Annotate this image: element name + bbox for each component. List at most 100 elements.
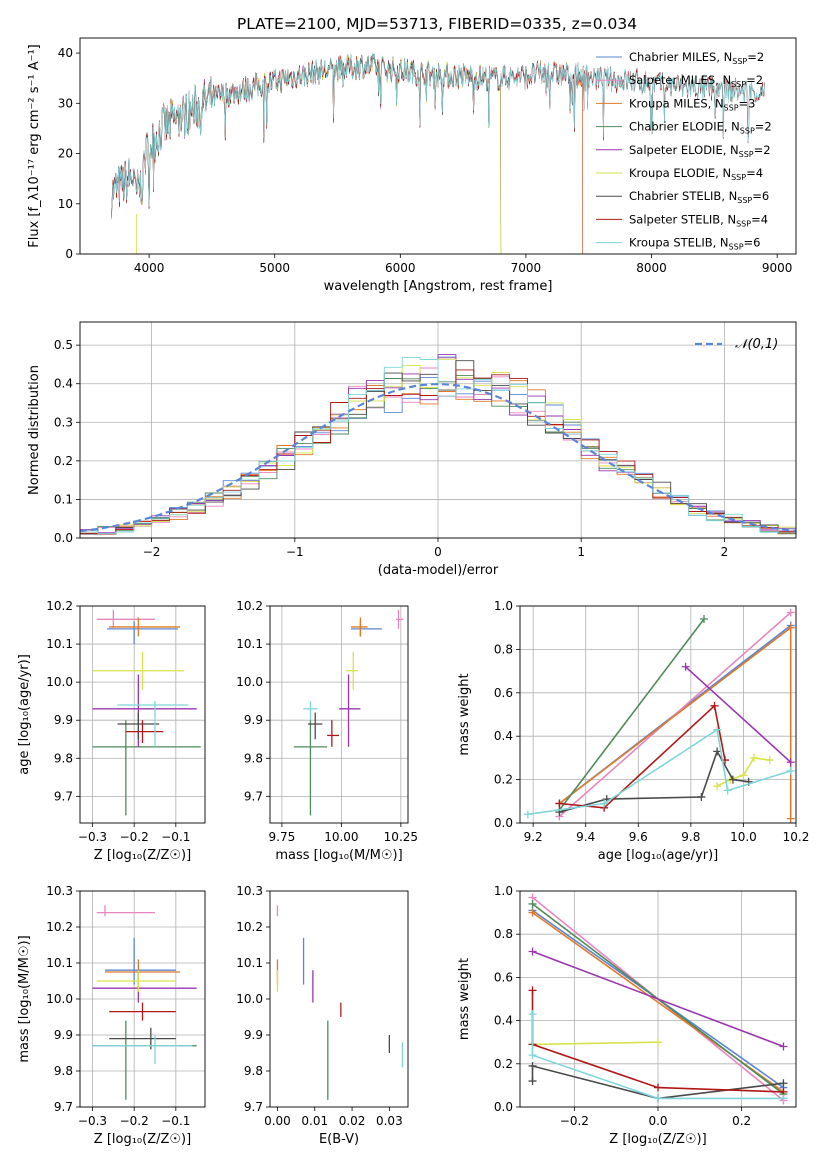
- series-chabrier-elodie: [558, 618, 705, 811]
- y-tick-label: 10.1: [236, 956, 263, 970]
- legend-label-kroupa-stelib: Kroupa STELIB, NSSP=6: [629, 236, 760, 252]
- x-tick-label: 10.0: [730, 830, 757, 844]
- axes-frame: [79, 605, 206, 824]
- axes-frame: [269, 605, 409, 824]
- x-tick-label: 0.0: [648, 1114, 667, 1128]
- x-tick-label: −2: [143, 545, 161, 559]
- y-tick-label: 0.2: [494, 773, 513, 787]
- legend-sub: SSP: [731, 173, 746, 182]
- legend-text: Kroupa MILES, N: [629, 96, 724, 110]
- y-tick-label: 30: [58, 96, 73, 110]
- x-tick-label: 8000: [636, 261, 667, 275]
- y-axis-label: mass [log₁₀(M/M☉)]: [17, 935, 32, 1062]
- x-tick-label: 5000: [259, 261, 290, 275]
- y-tick-label: 0.4: [54, 377, 73, 391]
- marker-kroupa-stelib: [528, 1051, 537, 1060]
- plot-weight-vs-age: 9.2 9.4 9.6 9.8 10.0 10.2 0.0 0.2 0.4 0.6 0.8 1.0 ag…: [457, 599, 809, 863]
- plot-age-vs-z: −0.3 −0.2 −0.1 9.7 9.8 9.9 10.0 10.1 10.2 Z [log₁…: [17, 599, 206, 863]
- y-tick-label: 9.7: [54, 1100, 73, 1114]
- marker-salpeter-elodie: [786, 758, 795, 767]
- y-tick-label: 10.0: [236, 675, 263, 689]
- y-tick-label: 9.8: [244, 751, 263, 765]
- plot-mass-vs-ebv: 0.00 0.01 0.02 0.03 9.7 9.8 9.9 10.0 10.1 10.2 10.…: [236, 884, 409, 1147]
- marker-salpeter-elodie: [681, 662, 690, 671]
- x-tick-label: −0.1: [161, 1114, 190, 1128]
- spectrum-kroupa-stelib: [111, 53, 765, 219]
- spectrum-salpeter-elodie: [111, 54, 502, 254]
- y-tick-label: 0.8: [494, 927, 513, 941]
- y-axis-label: Normed distribution: [27, 365, 42, 495]
- legend-label-chabrier-elodie: Chabrier ELODIE, NSSP=2: [629, 120, 772, 136]
- x-tick-label: 0.02: [339, 1114, 366, 1128]
- x-tick-label: 10.25: [384, 830, 418, 844]
- legend-text: Salpeter ELODIE, N: [629, 143, 739, 157]
- y-tick-label: 0.0: [494, 816, 513, 830]
- plot-age-vs-mass: 9.75 10.00 10.25 9.7 9.8 9.9 10.0 10.1 10.2 mass …: [236, 599, 418, 863]
- plot-area: [523, 608, 795, 823]
- marker-chabrier-stelib: [779, 1079, 788, 1088]
- axes-frame: [79, 321, 797, 539]
- marker-kroupa-stelib: [523, 810, 532, 819]
- y-tick-label: 0: [65, 247, 73, 261]
- marker-kroupa-miles: [786, 814, 795, 823]
- y-tick-label: 10.0: [236, 992, 263, 1006]
- series-salpeter-elodie: [532, 950, 784, 1048]
- legend-text: Kroupa ELODIE, N: [629, 166, 731, 180]
- marker-salpeter-elodie: [779, 1042, 788, 1051]
- x-tick-label: 2: [721, 545, 729, 559]
- legend-value: =6: [752, 189, 769, 203]
- series-kroupa-stelib: [531, 1014, 784, 1100]
- plot-weight-vs-z: −0.2 0.0 0.2 0.0 0.2 0.4 0.6 0.8 1.0 Z [log₁₀(Z/Z…: [457, 884, 797, 1147]
- plot-area: [92, 905, 197, 1100]
- x-tick-label: 9000: [762, 261, 793, 275]
- x-tick-label: −0.1: [161, 830, 190, 844]
- legend-text: Salpeter STELIB, N: [629, 212, 736, 226]
- y-tick-label: 0.8: [494, 642, 513, 656]
- x-tick-label: 9.8: [681, 830, 700, 844]
- y-tick-label: 0.3: [54, 415, 73, 429]
- marker-chabrier-elodie: [700, 615, 708, 624]
- y-tick-label: 40: [58, 46, 73, 60]
- gaussian-curve: [80, 382, 796, 533]
- x-tick-label: 9.4: [576, 830, 595, 844]
- marker-kroupa-stelib: [779, 1094, 788, 1103]
- legend-value: =4: [751, 212, 768, 226]
- y-tick-label: 9.8: [54, 1064, 73, 1078]
- y-tick-label: 9.9: [54, 713, 73, 727]
- legend-value: =2: [754, 143, 771, 157]
- x-axis-label: wavelength [Angstrom, rest frame]: [324, 279, 553, 294]
- legend-text: Kroupa STELIB, N: [629, 236, 729, 250]
- marker-salpeter-elodie: [528, 947, 537, 956]
- legend-value: =2: [755, 120, 772, 134]
- y-tick-label: 0.4: [494, 1014, 513, 1028]
- x-tick-label: 6000: [385, 261, 416, 275]
- y-tick-label: 0.4: [494, 729, 513, 743]
- x-tick-label: 0.2: [732, 1114, 751, 1128]
- y-tick-label: 0.6: [494, 970, 513, 984]
- spectrum-chabrier-miles: [111, 53, 583, 254]
- series-kroupa-elodie: [532, 1041, 659, 1046]
- y-tick-label: 0.0: [54, 531, 73, 545]
- x-tick-label: 10.00: [324, 830, 358, 844]
- legend-text: Salpeter MILES, N: [629, 73, 731, 87]
- x-tick-label: 4000: [134, 261, 165, 275]
- legend-label-chabrier-stelib: Chabrier STELIB, NSSP=6: [629, 189, 769, 205]
- y-tick-label: 10.2: [46, 599, 73, 613]
- legend-sub: SSP: [737, 196, 752, 205]
- x-axis-label: age [log₁₀(age/yr)]: [598, 848, 719, 863]
- legend-text: Chabrier ELODIE, N: [629, 120, 740, 134]
- marker-salpeter-stelib: [528, 986, 537, 995]
- marker-chabrier-stelib: [697, 792, 706, 801]
- marker-kroupa-stelib: [600, 799, 609, 808]
- y-tick-label: 9.9: [54, 1028, 73, 1042]
- y-tick-label: 10.2: [46, 920, 73, 934]
- legend-label-salpeter-elodie: Salpeter ELODIE, NSSP=2: [629, 143, 771, 159]
- y-axis-label: mass weight: [457, 958, 472, 1040]
- marker-chabrier-stelib: [728, 775, 737, 784]
- y-tick-label: 10.1: [236, 637, 263, 651]
- y-axis-label: mass weight: [457, 673, 472, 755]
- y-tick-label: 1.0: [494, 884, 513, 898]
- y-tick-label: 9.8: [244, 1064, 263, 1078]
- marker-kroupa-stelib: [786, 766, 795, 775]
